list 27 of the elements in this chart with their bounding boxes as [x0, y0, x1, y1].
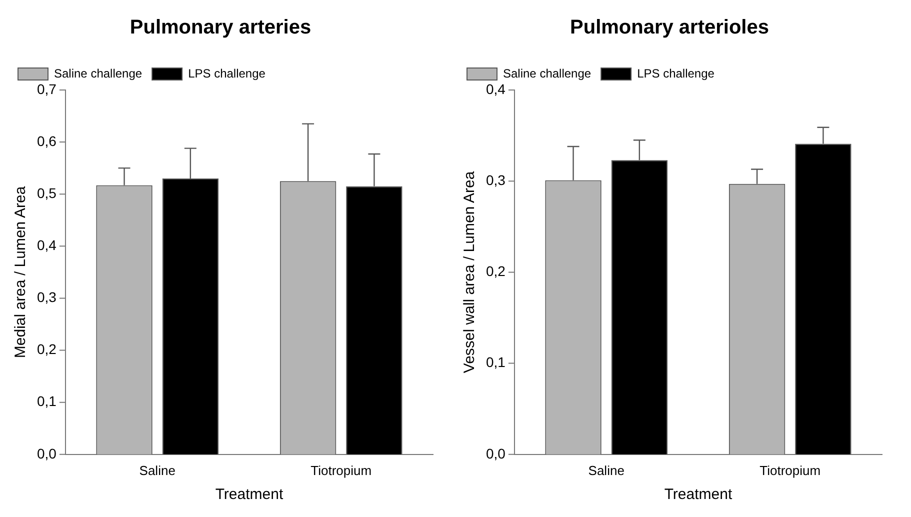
x-axis-title: Treatment	[215, 486, 284, 504]
y-tick-label: 0,4	[486, 80, 506, 97]
y-tick-label: 0,4	[36, 237, 57, 254]
y-tick-label: 0,7	[36, 80, 57, 97]
y-tick-label: 0,6	[36, 132, 57, 149]
y-tick-label: 0,0	[36, 445, 57, 462]
x-tick-label: Saline	[139, 462, 176, 478]
y-tick-label: 0,5	[36, 184, 57, 201]
y-tick-label: 0,1	[486, 354, 506, 370]
x-tick-label: Tiotropium	[760, 462, 821, 478]
y-tick-label: 0,3	[486, 172, 506, 188]
y-tick-label: 0,3	[36, 289, 57, 306]
legend-label: Saline challenge	[54, 66, 142, 80]
x-axis-title: Treatment	[664, 486, 733, 504]
x-tick-label: Saline	[588, 462, 624, 478]
y-tick-label: 0,2	[486, 263, 506, 280]
chart-title: Pulmonary arteries	[130, 16, 312, 39]
y-tick-label: 0,0	[486, 445, 506, 462]
legend-label: Saline challenge	[503, 66, 592, 80]
legend-label: LPS challenge	[637, 66, 715, 80]
x-tick-label: Tiotropium	[310, 462, 372, 478]
chart-title: Pulmonary arterioles	[570, 16, 769, 39]
y-tick-label: 0,2	[36, 341, 57, 358]
y-axis-title: Medial area / Lumen Area	[12, 186, 30, 358]
y-tick-label: 0,1	[36, 393, 57, 410]
legend-label: LPS challenge	[188, 66, 266, 80]
y-axis-title: Vessel wall area / Lumen Area	[461, 170, 478, 374]
